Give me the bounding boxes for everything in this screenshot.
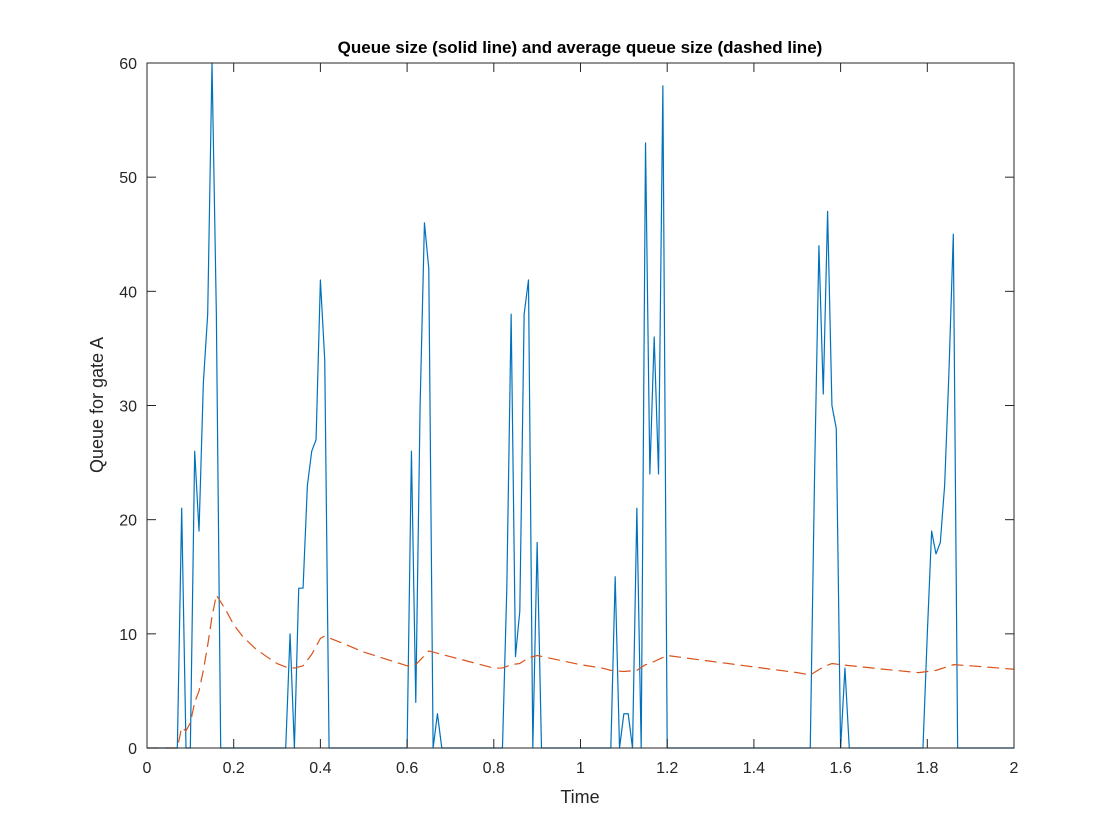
series-line-average-queue: [147, 594, 1015, 749]
x-tick-label: 1.8: [916, 760, 938, 777]
y-tick-label: 60: [119, 56, 137, 73]
x-tick-label: 2: [1010, 760, 1019, 777]
y-tick-label: 40: [119, 284, 137, 301]
series-line-queue: [147, 62, 1014, 749]
x-tick-label: 1: [576, 760, 585, 777]
x-tick-label: 1.2: [656, 760, 678, 777]
x-tick-label: 1.6: [829, 760, 851, 777]
y-tick-label: 10: [119, 627, 137, 644]
chart-title: Queue size (solid line) and average queu…: [338, 38, 823, 57]
y-tick-label: 0: [128, 741, 137, 758]
x-tick-label: 0.6: [396, 760, 418, 777]
x-axis-label: Time: [560, 787, 599, 807]
y-tick-label: 20: [119, 513, 137, 530]
x-tick-label: 0.2: [223, 760, 245, 777]
y-tick-label: 50: [119, 170, 137, 187]
x-tick-label: 1.4: [743, 760, 765, 777]
x-tick-label: 0.4: [309, 760, 331, 777]
y-axis-label: Queue for gate A: [87, 337, 107, 473]
x-tick-label: 0.8: [483, 760, 505, 777]
x-tick-label: 0: [143, 760, 152, 777]
y-tick-label: 30: [119, 399, 137, 416]
